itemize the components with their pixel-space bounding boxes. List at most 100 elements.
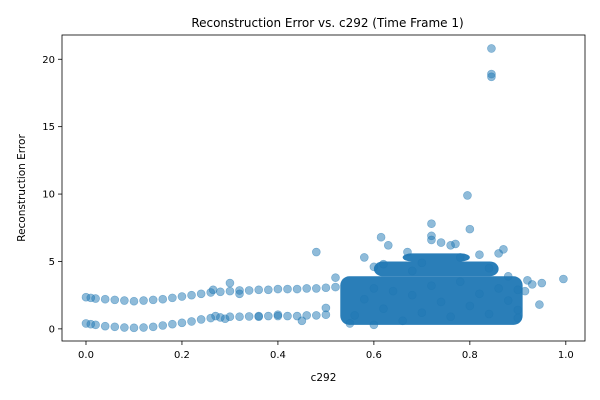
data-point bbox=[484, 309, 494, 319]
data-point bbox=[513, 305, 523, 315]
data-point bbox=[475, 289, 484, 299]
axes-frame bbox=[61, 34, 586, 342]
data-point bbox=[129, 323, 139, 333]
y-tick-label: 10 bbox=[42, 190, 55, 201]
data-point bbox=[211, 311, 220, 321]
data-point bbox=[417, 258, 427, 268]
data-point bbox=[463, 191, 472, 200]
data-point bbox=[407, 266, 417, 276]
data-point bbox=[487, 44, 496, 53]
x-tick-label: 1.0 bbox=[558, 350, 574, 361]
data-point bbox=[503, 271, 513, 281]
data-point bbox=[345, 319, 355, 328]
data-point bbox=[403, 247, 412, 257]
data-point bbox=[359, 253, 369, 262]
data-point bbox=[177, 318, 187, 328]
x-axis-label: c292 bbox=[311, 372, 337, 384]
data-point bbox=[436, 238, 446, 247]
data-point bbox=[369, 284, 379, 293]
dense-point-cloud bbox=[340, 253, 523, 325]
data-point bbox=[273, 310, 283, 320]
data-point bbox=[196, 315, 206, 324]
data-point bbox=[148, 295, 158, 305]
y-tick-label: 20 bbox=[42, 55, 55, 66]
data-point bbox=[235, 312, 244, 322]
data-point bbox=[455, 277, 465, 286]
data-point bbox=[436, 297, 446, 307]
data-point bbox=[417, 308, 427, 317]
y-axis-ticks: 0 5 10 15 20 bbox=[42, 55, 62, 335]
x-tick-label: 0.4 bbox=[270, 350, 286, 361]
data-point bbox=[139, 323, 148, 332]
data-point bbox=[312, 284, 321, 293]
data-point bbox=[383, 240, 393, 250]
data-point bbox=[350, 311, 359, 320]
y-tick-label: 0 bbox=[49, 324, 55, 335]
data-point bbox=[451, 239, 460, 249]
data-point bbox=[427, 235, 436, 245]
data-point bbox=[254, 285, 264, 295]
data-point bbox=[407, 290, 417, 300]
data-point bbox=[331, 273, 340, 282]
data-point bbox=[292, 284, 302, 294]
data-point bbox=[398, 316, 407, 326]
data-point bbox=[302, 311, 312, 320]
data-point bbox=[446, 312, 455, 322]
data-point bbox=[455, 253, 465, 262]
data-point bbox=[225, 286, 235, 296]
data-point bbox=[312, 311, 321, 320]
data-points bbox=[81, 44, 568, 333]
data-point bbox=[369, 320, 379, 330]
data-point bbox=[244, 286, 254, 295]
dense-cluster bbox=[373, 261, 499, 277]
data-point bbox=[254, 312, 264, 322]
data-point bbox=[475, 250, 484, 260]
data-point bbox=[427, 281, 436, 291]
data-point bbox=[235, 289, 244, 299]
data-point bbox=[187, 290, 196, 300]
dense-cluster bbox=[340, 276, 523, 325]
data-point bbox=[537, 278, 547, 288]
data-point bbox=[177, 292, 187, 301]
plot-area bbox=[62, 35, 585, 341]
data-point bbox=[379, 304, 388, 313]
data-point bbox=[208, 285, 218, 295]
y-tick-label: 15 bbox=[42, 122, 55, 133]
data-point bbox=[465, 224, 475, 234]
chart-title: Reconstruction Error vs. c292 (Time Fram… bbox=[191, 16, 463, 30]
data-point bbox=[376, 232, 386, 242]
data-point bbox=[168, 319, 177, 329]
data-point bbox=[527, 280, 537, 289]
data-point bbox=[484, 263, 494, 273]
data-point bbox=[216, 287, 225, 297]
x-tick-label: 0.8 bbox=[462, 350, 478, 361]
data-point bbox=[427, 219, 436, 229]
data-point bbox=[225, 278, 235, 288]
data-point bbox=[148, 322, 158, 332]
data-point bbox=[187, 317, 196, 326]
data-point bbox=[321, 283, 331, 293]
data-point bbox=[321, 303, 331, 313]
data-point bbox=[513, 313, 523, 323]
data-point bbox=[503, 296, 513, 305]
data-point bbox=[283, 284, 292, 294]
data-point bbox=[369, 262, 379, 272]
data-point bbox=[297, 316, 307, 326]
data-point bbox=[110, 295, 120, 305]
y-tick-label: 5 bbox=[49, 257, 55, 268]
data-point bbox=[388, 286, 398, 296]
data-point bbox=[100, 294, 110, 304]
data-point bbox=[91, 294, 100, 303]
data-point bbox=[120, 296, 129, 305]
data-point bbox=[168, 293, 177, 303]
data-point bbox=[100, 321, 110, 331]
data-point bbox=[513, 285, 523, 295]
data-point bbox=[494, 284, 503, 293]
data-point bbox=[379, 259, 388, 269]
data-point bbox=[158, 294, 168, 304]
data-point bbox=[465, 301, 475, 311]
data-point bbox=[331, 282, 340, 292]
data-point bbox=[264, 285, 273, 295]
data-point bbox=[220, 314, 230, 324]
